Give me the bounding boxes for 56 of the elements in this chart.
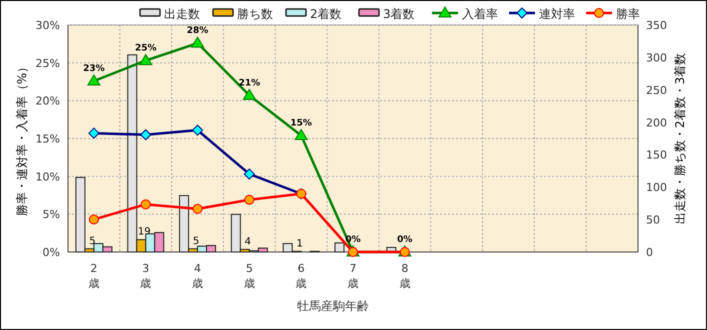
y-tick-label: 5% bbox=[42, 208, 60, 222]
point bbox=[139, 54, 152, 66]
y-tick-label: 25% bbox=[36, 56, 60, 70]
point bbox=[140, 129, 152, 140]
data-label: 23% bbox=[83, 64, 105, 74]
x-tick-label: 8歳 bbox=[399, 262, 410, 290]
data-label: 0% bbox=[397, 235, 412, 245]
y2-tick-label: 300 bbox=[646, 51, 667, 64]
data-label: 28% bbox=[186, 26, 208, 36]
y-tick-label: 20% bbox=[36, 94, 60, 108]
x-tick-label: 7歳 bbox=[348, 262, 358, 290]
data-label: 15% bbox=[290, 118, 312, 128]
point bbox=[88, 214, 99, 224]
y-tick-label: 0% bbox=[42, 246, 60, 259]
point bbox=[88, 128, 100, 139]
y2-tick-label: 200 bbox=[646, 116, 667, 130]
y2-tick-label: 250 bbox=[646, 84, 667, 97]
legend-label: 2着数 bbox=[310, 7, 342, 21]
point bbox=[140, 199, 151, 210]
point bbox=[244, 168, 255, 180]
point bbox=[244, 194, 254, 205]
y2-axis-title: 出走数・勝ち数・2着数・3着数 bbox=[673, 52, 687, 224]
x-tick-label: 5歳 bbox=[244, 262, 255, 290]
point bbox=[294, 128, 308, 140]
data-label: 25% bbox=[134, 44, 156, 54]
point bbox=[191, 36, 204, 48]
legend-label: 入着率 bbox=[462, 7, 498, 21]
x-axis-title: 牡馬産駒年齢 bbox=[297, 299, 369, 313]
y-axis-title: 勝率・連対率・入着率（%） bbox=[15, 60, 29, 216]
y2-tick-label: 0 bbox=[646, 246, 653, 259]
x-tick-label: 6歳 bbox=[296, 262, 307, 290]
data-label: 21% bbox=[238, 78, 260, 88]
y-tick-label: 30% bbox=[36, 19, 60, 32]
y-tick-label: 15% bbox=[36, 132, 60, 146]
point bbox=[192, 204, 203, 214]
legend-label: 3着数 bbox=[383, 7, 415, 21]
x-tick-label: 4歳 bbox=[192, 262, 204, 290]
y2-tick-label: 350 bbox=[646, 19, 667, 32]
legend-label: 勝率 bbox=[616, 7, 640, 21]
y2-tick-label: 100 bbox=[646, 181, 667, 194]
point bbox=[87, 74, 100, 86]
data-label: 5 bbox=[89, 236, 96, 247]
legend-label: 連対率 bbox=[539, 7, 575, 21]
x-tick-label: 3歳 bbox=[140, 262, 152, 290]
point bbox=[242, 88, 256, 100]
bar bbox=[334, 242, 344, 252]
x-tick-label: 2歳 bbox=[88, 262, 100, 290]
legend-label: 出走数 bbox=[164, 7, 200, 21]
y2-tick-label: 150 bbox=[646, 148, 667, 162]
data-label: 1 bbox=[296, 238, 303, 250]
legend-label: 勝ち数 bbox=[237, 7, 273, 21]
data-label: 4 bbox=[244, 236, 252, 248]
y-tick-label: 10% bbox=[36, 170, 60, 184]
y2-tick-label: 50 bbox=[646, 214, 660, 227]
data-label: 5 bbox=[192, 236, 200, 247]
point bbox=[192, 124, 204, 136]
